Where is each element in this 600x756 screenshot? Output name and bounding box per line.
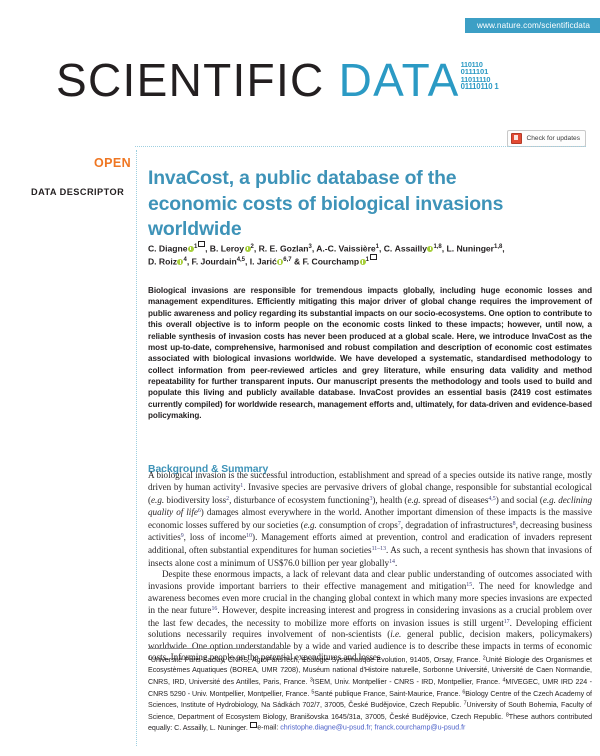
affiliations-block: 1Université Paris-Saclay, CNRS, AgroPari… bbox=[148, 653, 592, 733]
article-type-label: DATA DESCRIPTOR bbox=[31, 187, 125, 197]
orcid-icon[interactable] bbox=[427, 245, 434, 252]
body-paragraph-2: Despite these enormous impacts, a lack o… bbox=[148, 569, 593, 663]
open-access-label: OPEN bbox=[94, 156, 132, 170]
email-icon[interactable] bbox=[369, 254, 377, 260]
author-line-2: D. Roiz 4, F. Jourdain4,5, I. Jarić 6,7 & … bbox=[148, 254, 592, 267]
abstract-text: Biological invasions are responsible for… bbox=[148, 286, 592, 421]
author-line-1: C. Diagne 1, B. Leroy 2, R. E. Gozlan3, A.… bbox=[148, 240, 592, 254]
orcid-icon[interactable] bbox=[177, 259, 184, 266]
email-link-courchamp[interactable]: franck.courchamp@u-psud.fr bbox=[374, 723, 466, 732]
author-list: C. Diagne 1, B. Leroy 2, R. E. Gozlan3, A.… bbox=[148, 240, 592, 268]
binary-row-4: 01110110 1 bbox=[460, 82, 499, 92]
orcid-icon[interactable] bbox=[187, 245, 194, 252]
body-column: A biological invasion is the successful … bbox=[148, 470, 592, 663]
journal-masthead: SCIENTIFIC DATA 110110 0111101 11011110 … bbox=[56, 57, 499, 103]
binary-row-1: 110110 bbox=[460, 60, 483, 69]
email-intro-label: e-mail: bbox=[257, 723, 279, 732]
orcid-icon[interactable] bbox=[359, 259, 366, 266]
check-for-updates-label: Check for updates bbox=[526, 135, 580, 142]
masthead-scientific: SCIENTIFIC bbox=[56, 54, 325, 106]
journal-url-bar[interactable]: www.nature.com/scientificdata bbox=[464, 18, 600, 33]
header-divider bbox=[135, 146, 586, 147]
body-paragraph-1: A biological invasion is the successful … bbox=[148, 470, 593, 568]
orcid-icon[interactable] bbox=[277, 259, 284, 266]
masthead-data: DATA bbox=[338, 54, 460, 106]
footnote-divider bbox=[148, 648, 288, 649]
margin-divider bbox=[136, 150, 137, 746]
email-icon bbox=[249, 722, 257, 729]
binary-row-3: 11011110 bbox=[460, 74, 491, 84]
email-icon[interactable] bbox=[197, 240, 206, 247]
binary-digits-icon: 110110 0111101 11011110 01110110 1 bbox=[461, 61, 499, 91]
check-for-updates-button[interactable]: Check for updates bbox=[507, 130, 586, 147]
binary-row-2: 0111101 bbox=[460, 67, 489, 77]
page-title: InvaCost, a public database of the econo… bbox=[148, 166, 504, 241]
affiliations-text: 1Université Paris-Saclay, CNRS, AgroPari… bbox=[148, 655, 593, 732]
crossmark-icon bbox=[511, 133, 523, 144]
orcid-icon[interactable] bbox=[244, 245, 251, 252]
email-link-diagne[interactable]: christophe.diagne@u-psud.fr; bbox=[280, 723, 373, 732]
section-heading-background-summary: Background & Summary bbox=[148, 463, 269, 475]
